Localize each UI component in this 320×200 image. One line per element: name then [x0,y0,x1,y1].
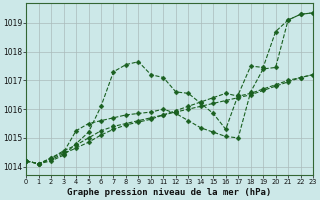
X-axis label: Graphe pression niveau de la mer (hPa): Graphe pression niveau de la mer (hPa) [68,188,272,197]
